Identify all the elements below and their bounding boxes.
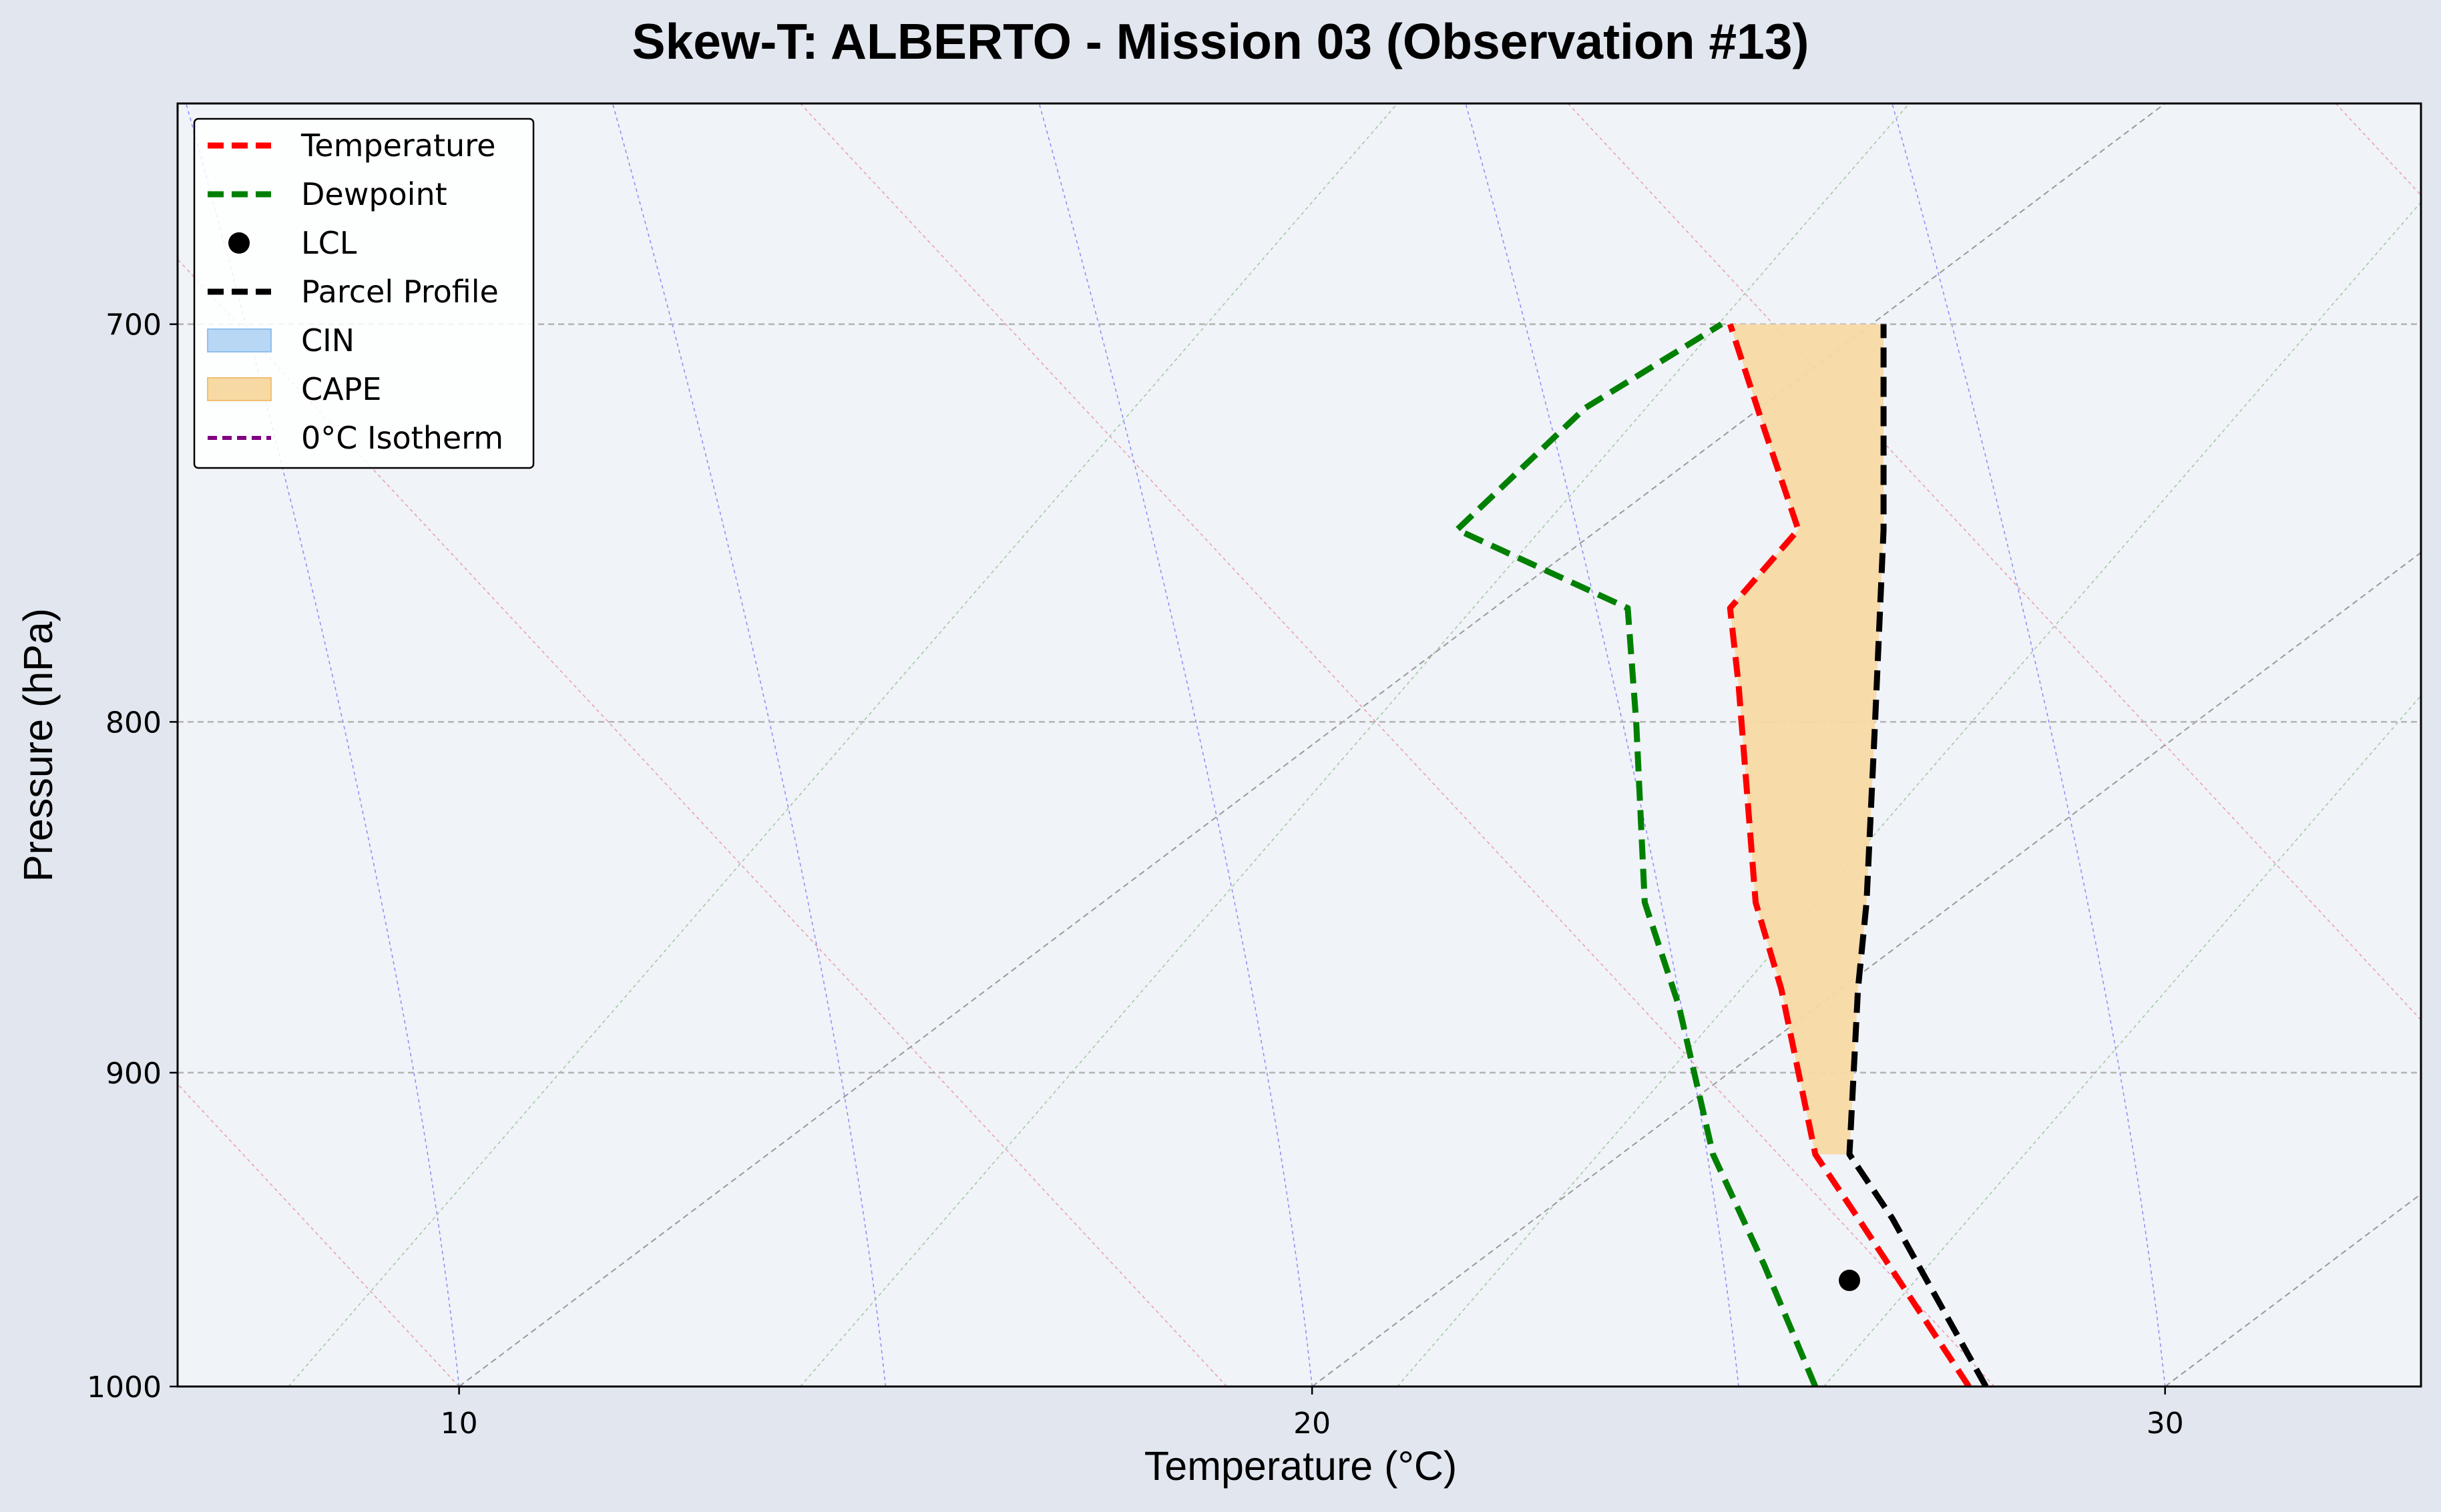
mixing-ratio-line: [288, 103, 1398, 1387]
y-axis-label: Pressure (hPa): [15, 608, 61, 882]
x-tick-label: 30: [2147, 1407, 2184, 1441]
legend-label-parcel-profile: Parcel Profile: [301, 274, 499, 310]
legend-swatch-lcl: [228, 232, 250, 254]
plot-area: [178, 103, 2421, 1387]
dry-adiabat-line: [800, 103, 1995, 1387]
moist-adiabat-line: [1892, 103, 2166, 1387]
axis-ticks: 10 20 30 700 800 900 1000: [87, 308, 2184, 1441]
legend-swatch-cape: [207, 377, 272, 401]
cape-fill: [1730, 324, 1884, 1155]
grid-lines: [178, 323, 2421, 1074]
temperature-line: [1727, 323, 1972, 1387]
y-tick-label: 1000: [87, 1370, 162, 1405]
legend-label-cin: CIN: [301, 322, 355, 358]
x-tick-label: 10: [441, 1407, 478, 1441]
moist-adiabat-line: [1038, 103, 1313, 1387]
legend-label-lcl: LCL: [301, 225, 357, 261]
legend-box: [193, 117, 535, 469]
legend-label-0-c-isotherm: 0°C Isotherm: [301, 420, 503, 456]
lcl-marker: [1839, 1270, 1861, 1292]
cape-region: [1730, 324, 1884, 1155]
x-tick-label: 20: [1293, 1407, 1331, 1441]
plot-frame: [176, 102, 2422, 1388]
y-tick-label: 900: [105, 1057, 162, 1091]
legend: Temperature Dewpoint LCL Parcel Profile CIN C…: [193, 117, 535, 469]
y-tick-label: 700: [105, 308, 162, 342]
parcel-profile-line: [1846, 324, 1989, 1387]
moist-adiabat-line: [612, 103, 887, 1387]
legend-label-temperature: Temperature: [300, 128, 495, 164]
profile-lines: [178, 321, 1989, 1387]
legend-swatch-cin: [207, 328, 272, 352]
y-tick-label: 800: [105, 706, 162, 740]
moist-adiabat-line: [1465, 103, 1739, 1387]
dewpoint-line: [1454, 321, 1819, 1387]
dry-adiabat-line: [178, 258, 1227, 1387]
mixing-ratio-line: [800, 103, 1910, 1387]
skewed-isotherm-line: [1311, 551, 2421, 1387]
x-axis-label: Temperature (°C): [1144, 1443, 1457, 1489]
skewed-isotherm-line: [458, 103, 2166, 1387]
legend-label-dewpoint: Dewpoint: [301, 176, 447, 212]
mixing-ratio-line: [1397, 201, 2421, 1387]
chart-title: Skew-T: ALBERTO - Mission 03 (Observatio…: [632, 13, 1809, 69]
mixing-ratio-line: [1823, 694, 2421, 1387]
legend-label-cape: CAPE: [301, 371, 381, 407]
mixing-ratio-line: [2420, 1385, 2421, 1387]
